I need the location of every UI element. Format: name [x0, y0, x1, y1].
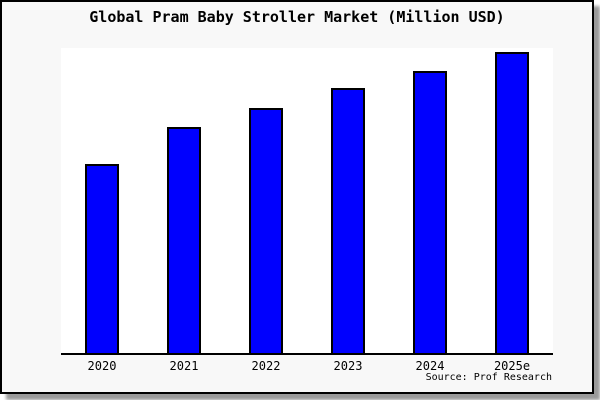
bar-slot-2020 — [61, 48, 143, 353]
source-credit: Source: Prof Research — [425, 372, 552, 383]
bar-slot-2021 — [143, 48, 225, 353]
bar-slot-2024 — [389, 48, 471, 353]
x-tick-label-2023: 2023 — [333, 359, 363, 373]
bar-2022 — [249, 108, 283, 353]
bar-2023 — [331, 88, 365, 353]
chart-figure: Global Pram Baby Stroller Market (Millio… — [0, 0, 594, 394]
bar-2024 — [413, 71, 447, 353]
x-tick-label-2020: 2020 — [87, 359, 117, 373]
bar-2025e — [495, 52, 529, 353]
chart-title: Global Pram Baby Stroller Market (Millio… — [89, 8, 505, 26]
x-axis-labels: 2020 2021 2022 2023 2024 2025e — [61, 359, 553, 373]
x-tick-label-2024: 2024 — [415, 359, 445, 373]
plot-area — [61, 48, 553, 355]
bar-slot-2022 — [225, 48, 307, 353]
bar-2021 — [167, 127, 201, 353]
x-tick-label-2021: 2021 — [169, 359, 199, 373]
x-tick-label-2022: 2022 — [251, 359, 281, 373]
bar-2020 — [85, 164, 119, 353]
x-tick-label-2025e: 2025e — [493, 359, 531, 373]
bar-slot-2025e — [471, 48, 553, 353]
bar-slot-2023 — [307, 48, 389, 353]
